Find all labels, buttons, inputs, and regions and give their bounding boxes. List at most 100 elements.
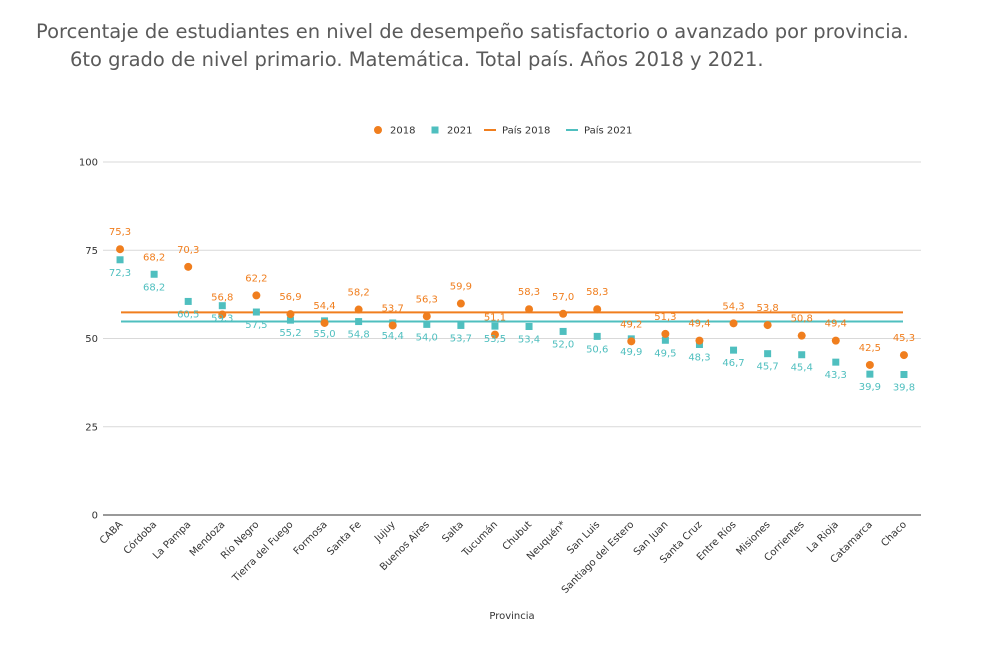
data-label-2018: 50,8 <box>791 314 813 325</box>
data-label-2018: 49,4 <box>825 319 847 330</box>
point-2018 <box>218 310 227 319</box>
data-label-2018: 51,3 <box>654 312 676 323</box>
point-2018 <box>729 319 738 328</box>
reference-lines-layer <box>121 311 903 323</box>
data-label-2021: 55,0 <box>313 329 335 340</box>
data-label-2021: 46,7 <box>722 358 744 369</box>
point-2018 <box>116 245 125 254</box>
x-tick-label: Salta <box>440 519 466 545</box>
point-2021 <box>866 370 874 378</box>
point-2021 <box>525 322 533 330</box>
data-label-2021: 39,9 <box>859 382 881 393</box>
point-2018 <box>831 336 840 345</box>
point-2018 <box>559 309 568 318</box>
data-label-2021: 54,0 <box>416 332 438 343</box>
x-tick-label: CABA <box>98 519 125 546</box>
point-2018 <box>763 321 772 330</box>
x-axis-title: Provincia <box>489 611 534 622</box>
data-label-2018: 56,9 <box>279 292 301 303</box>
legend-item-2-label: País 2018 <box>502 125 550 137</box>
data-label-2018: 59,9 <box>450 282 472 293</box>
x-tick-label: Chaco <box>879 519 909 549</box>
data-label-2021: 68,2 <box>143 282 165 293</box>
point-2018 <box>388 321 397 330</box>
data-label-2018: 49,4 <box>688 319 710 330</box>
data-label-2018: 58,3 <box>518 287 540 298</box>
data-label-2021: 72,3 <box>109 268 131 279</box>
point-2021 <box>286 316 294 324</box>
point-2018 <box>286 310 295 319</box>
point-2018 <box>490 330 499 339</box>
data-label-2021: 55,2 <box>279 328 301 339</box>
chart-title-line1: Porcentaje de estudiantes en nivel de de… <box>36 20 909 43</box>
data-label-2018: 56,3 <box>416 294 438 305</box>
data-label-2021: 49,9 <box>620 347 642 358</box>
data-label-2018: 62,2 <box>245 273 267 284</box>
data-label-2018: 58,2 <box>347 288 369 299</box>
point-2021 <box>457 321 465 329</box>
x-tick-label: Jujuy <box>372 519 398 545</box>
data-label-2018: 56,8 <box>211 292 233 303</box>
point-2021 <box>559 327 567 335</box>
legend-item-0-marker <box>374 126 382 134</box>
point-2018 <box>593 305 602 314</box>
data-label-2018: 42,5 <box>859 343 881 354</box>
point-2021 <box>252 308 260 316</box>
point-2018 <box>252 291 261 300</box>
point-2018 <box>695 336 704 345</box>
data-label-2018: 54,3 <box>722 301 744 312</box>
legend-item-3-label: País 2021 <box>584 125 632 137</box>
data-label-2018: 45,3 <box>893 333 915 344</box>
data-label-2018: 70,3 <box>177 245 199 256</box>
point-2018 <box>899 351 908 360</box>
x-tick-label: Chubut <box>501 519 534 552</box>
y-tick-label: 50 <box>85 334 98 345</box>
point-2021 <box>218 302 226 310</box>
data-labels-layer: 75,3 68,2 70,3 56,8 62,2 56,9 54,4 58,2 53,7 56,3… <box>109 227 915 393</box>
point-2021 <box>661 336 669 344</box>
point-2018 <box>797 331 806 340</box>
point-2021 <box>355 318 363 326</box>
legend-item-1-marker <box>431 126 439 134</box>
data-label-2018: 54,4 <box>313 301 335 312</box>
data-label-2021: 50,6 <box>586 344 608 355</box>
data-label-2021: 39,8 <box>893 383 915 394</box>
legend-item-0-label: 2018 <box>390 126 415 137</box>
point-2021 <box>150 270 158 278</box>
y-tick-label: 25 <box>85 422 98 433</box>
point-2018 <box>627 337 636 346</box>
data-label-2021: 52,0 <box>552 339 574 350</box>
x-tick-label: Tierra del Fuego <box>230 519 296 585</box>
x-tick-label: Santa Fe <box>325 519 363 557</box>
point-2018 <box>320 318 329 327</box>
data-label-2018: 58,3 <box>586 287 608 298</box>
data-label-2018: 49,2 <box>620 319 642 330</box>
point-2021 <box>184 297 192 305</box>
point-2021 <box>423 320 431 328</box>
point-2018 <box>865 360 874 369</box>
data-label-2021: 60,5 <box>177 309 199 320</box>
chart-title-line2: 6to grado de nivel primario. Matemática.… <box>70 48 764 71</box>
point-2018 <box>184 262 193 271</box>
point-2021 <box>593 332 601 340</box>
marks-layer <box>116 245 908 379</box>
y-tick-label: 100 <box>79 158 98 169</box>
data-label-2021: 43,3 <box>825 370 847 381</box>
point-2018 <box>525 305 534 314</box>
data-label-2021: 53,7 <box>450 333 472 344</box>
data-label-2021: 54,8 <box>347 330 369 341</box>
data-label-2021: 57,5 <box>245 320 267 331</box>
data-label-2021: 59,3 <box>211 314 233 325</box>
y-tick-label: 75 <box>85 246 98 257</box>
y-tick-label: 0 <box>92 511 98 522</box>
data-label-2018: 51,1 <box>484 313 506 324</box>
data-label-2021: 53,5 <box>484 334 506 345</box>
point-2021 <box>798 351 806 359</box>
data-label-2021: 45,7 <box>756 362 778 373</box>
point-2021 <box>116 256 124 264</box>
legend-item-1-label: 2021 <box>447 126 472 137</box>
point-2021 <box>730 346 738 354</box>
grid-layer <box>103 161 921 428</box>
